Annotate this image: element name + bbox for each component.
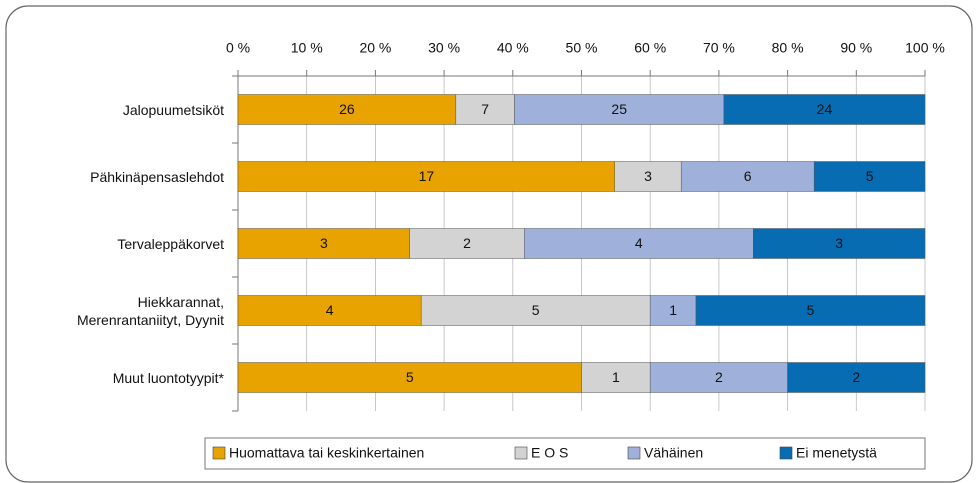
bar-segment: [409, 228, 525, 259]
legend-label: Ei menetystä: [796, 445, 877, 461]
x-tick-label: 80 %: [772, 40, 804, 56]
y-tick-label: Muut luontotyypit*: [112, 369, 224, 386]
bar-segment: [753, 228, 926, 259]
bar-segment: [680, 161, 815, 192]
legend-swatch: [779, 446, 793, 460]
bar-segment: [524, 228, 754, 259]
y-tick-label: Pähkinäpensaslehdot: [90, 168, 224, 185]
data-label: 4: [326, 302, 334, 318]
bar-segment: [649, 295, 697, 326]
data-label: 4: [635, 235, 643, 251]
legend-label: E O S: [531, 445, 568, 461]
bar-segment: [514, 94, 725, 125]
legend-swatch: [212, 446, 226, 460]
y-tick-label: Jalopuumetsiköt: [122, 101, 224, 118]
data-label: 7: [481, 101, 489, 117]
x-tick-label: 100 %: [905, 40, 945, 56]
bar-segment: [237, 161, 615, 192]
data-label: 2: [715, 369, 723, 385]
data-label: 2: [852, 369, 860, 385]
x-tick-label: 30 %: [428, 40, 460, 56]
bar-segment: [787, 362, 926, 393]
bar-segment: [237, 228, 410, 259]
y-tick-label: Hiekkarannat, Merenrantaniityt, Dyynit: [76, 293, 224, 328]
legend-label: Vähäinen: [644, 445, 703, 461]
bar-segment: [237, 94, 457, 125]
legend-label: Huomattava tai keskinkertainen: [229, 445, 424, 461]
bar-segment: [581, 362, 651, 393]
data-label: 3: [835, 235, 843, 251]
bar-segment: [237, 295, 422, 326]
bar-segment: [649, 362, 788, 393]
bar-segment: [695, 295, 926, 326]
bar-segment: [455, 94, 515, 125]
legend-swatch: [627, 446, 641, 460]
data-label: 5: [807, 302, 815, 318]
data-label: 5: [532, 302, 540, 318]
y-tick-label: Tervaleppäkorvet: [117, 235, 224, 252]
data-label: 25: [611, 101, 627, 117]
data-label: 6: [744, 168, 752, 184]
bar-segment: [420, 295, 651, 326]
bar-segment: [813, 161, 926, 192]
x-tick-label: 90 %: [840, 40, 872, 56]
x-tick-label: 60 %: [634, 40, 666, 56]
data-label: 2: [463, 235, 471, 251]
data-label: 26: [339, 101, 355, 117]
x-tick-label: 20 %: [359, 40, 391, 56]
x-tick-label: 10 %: [291, 40, 323, 56]
x-tick-label: 0 %: [226, 40, 250, 56]
x-tick-label: 40 %: [497, 40, 529, 56]
data-label: 5: [406, 369, 414, 385]
data-label: 1: [669, 302, 677, 318]
bar-segment: [237, 362, 582, 393]
data-label: 3: [644, 168, 652, 184]
legend-swatch: [514, 446, 528, 460]
data-label: 17: [419, 168, 435, 184]
x-tick-label: 70 %: [703, 40, 735, 56]
data-label: 3: [320, 235, 328, 251]
data-label: 1: [612, 369, 620, 385]
x-tick-label: 50 %: [566, 40, 598, 56]
data-label: 24: [817, 101, 833, 117]
legend-box: [204, 437, 926, 470]
data-label: 5: [866, 168, 874, 184]
bar-segment: [723, 94, 926, 125]
